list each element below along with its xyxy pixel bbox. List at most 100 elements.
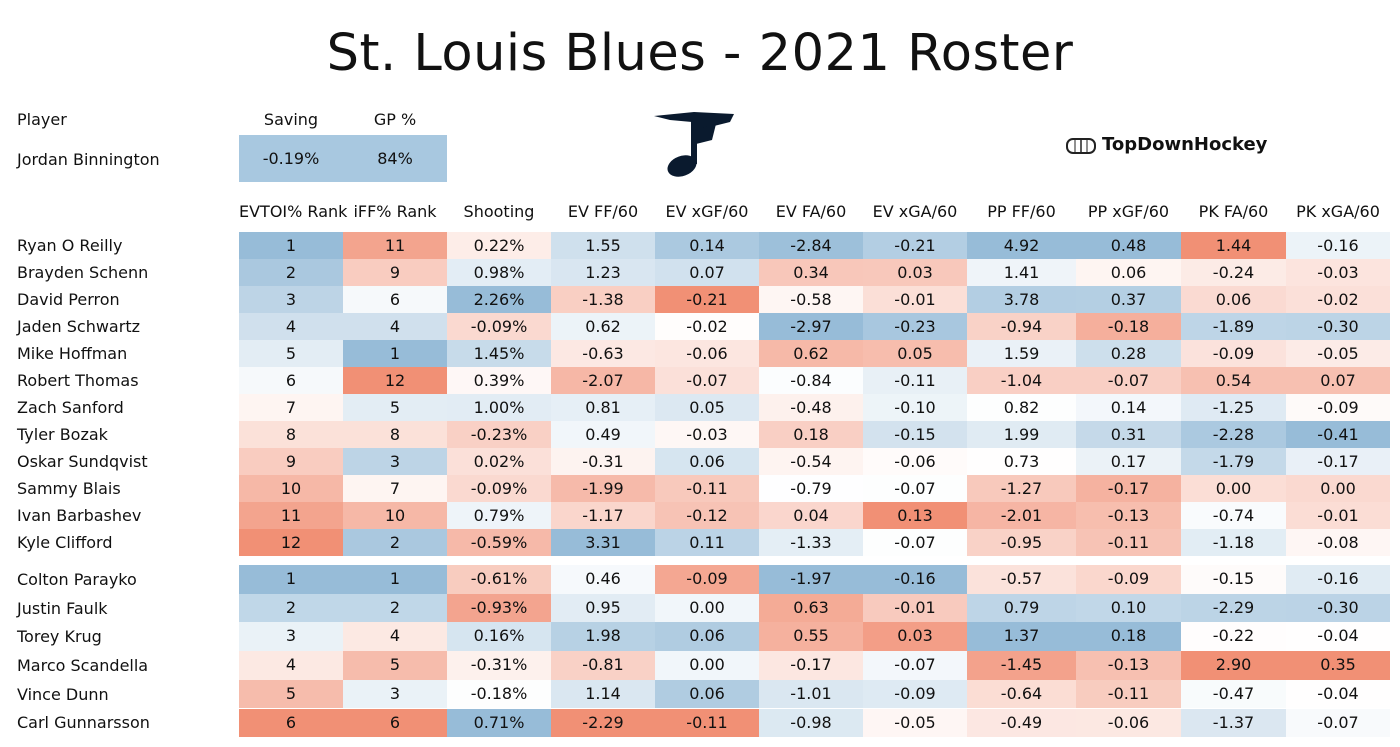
blues-note-logo — [654, 112, 734, 177]
table-cell: 6 — [239, 708, 343, 738]
table-cell: 0.46 — [551, 565, 655, 594]
table-cell: -1.27 — [967, 475, 1076, 502]
table-cell: -0.22 — [1181, 622, 1286, 652]
table-cell: 4 — [343, 622, 447, 652]
goalie-saving-cell: -0.19% — [239, 135, 343, 182]
table-cell: 1.00% — [447, 394, 551, 421]
column-header: EV FF/60 — [567, 202, 639, 221]
table-cell: 1.23 — [551, 259, 655, 286]
table-cell: 0.16% — [447, 622, 551, 652]
table-cell: 9 — [343, 259, 447, 286]
table-cell: -1.89 — [1181, 313, 1286, 340]
page-title: St. Louis Blues - 2021 Roster — [326, 24, 1074, 83]
column-header: PK FA/60 — [1198, 202, 1269, 221]
table-cell: -0.17 — [1286, 448, 1390, 475]
column-header: EV FA/60 — [775, 202, 847, 221]
table-cell: -0.06 — [655, 340, 759, 367]
table-cell: 5 — [343, 394, 447, 421]
brand-text: TopDownHockey — [1102, 134, 1268, 155]
table-cell: 1.59 — [967, 340, 1076, 367]
table-cell: -0.47 — [1181, 679, 1286, 709]
table-cell: 6 — [343, 708, 447, 738]
table-cell: -0.02 — [655, 313, 759, 340]
player-name: Vince Dunn — [17, 684, 109, 704]
column-header: EV xGA/60 — [872, 202, 958, 221]
table-cell: 0.98% — [447, 259, 551, 286]
table-cell: 1.41 — [967, 259, 1076, 286]
table-cell: 1.37 — [967, 622, 1076, 652]
player-name: Kyle Clifford — [17, 533, 113, 552]
table-cell: 5 — [239, 340, 343, 367]
table-cell: -0.95 — [967, 529, 1076, 556]
table-cell: 9 — [239, 448, 343, 475]
table-cell: 2 — [343, 593, 447, 623]
table-cell: -0.01 — [1286, 502, 1390, 529]
table-cell: 1.55 — [551, 232, 655, 259]
table-cell: 1 — [239, 565, 343, 594]
table-cell: 0.17 — [1076, 448, 1181, 475]
table-cell: -0.59% — [447, 529, 551, 556]
table-cell: 0.62 — [551, 313, 655, 340]
table-cell: -0.23 — [863, 313, 967, 340]
table-cell: -0.18% — [447, 679, 551, 709]
table-cell: 0.00 — [655, 651, 759, 680]
table-cell: 4.92 — [967, 232, 1076, 259]
table-cell: 2 — [239, 593, 343, 623]
table-cell: -0.06 — [863, 448, 967, 475]
player-name: Carl Gunnarsson — [17, 713, 150, 733]
table-cell: 4 — [343, 313, 447, 340]
table-cell: -0.03 — [655, 421, 759, 448]
table-cell: 0.79 — [967, 593, 1076, 623]
player-name: Mike Hoffman — [17, 344, 128, 363]
table-cell: -2.84 — [759, 232, 863, 259]
table-cell: 0.95 — [551, 593, 655, 623]
player-name: David Perron — [17, 290, 120, 309]
table-cell: -0.04 — [1286, 679, 1390, 709]
table-cell: 0.81 — [551, 394, 655, 421]
table-cell: -1.01 — [759, 679, 863, 709]
table-cell: -0.05 — [1286, 340, 1390, 367]
table-cell: 0.73 — [967, 448, 1076, 475]
table-cell: -0.63 — [551, 340, 655, 367]
table-cell: -0.24 — [1181, 259, 1286, 286]
table-cell: 0.06 — [1076, 259, 1181, 286]
player-name: Ivan Barbashev — [17, 506, 142, 525]
table-cell: -0.74 — [1181, 502, 1286, 529]
rink-icon — [1066, 138, 1096, 154]
table-cell: 0.07 — [1286, 367, 1390, 394]
table-cell: 0.63 — [759, 593, 863, 623]
table-cell: 10 — [239, 475, 343, 502]
table-cell: -0.30 — [1286, 313, 1390, 340]
table-cell: -1.18 — [1181, 529, 1286, 556]
table-cell: 0.37 — [1076, 286, 1181, 313]
table-cell: -0.04 — [1286, 622, 1390, 652]
table-cell: -0.17 — [759, 651, 863, 680]
table-cell: -0.13 — [1076, 502, 1181, 529]
table-cell: 3 — [239, 286, 343, 313]
table-cell: 0.82 — [967, 394, 1076, 421]
table-cell: -0.07 — [863, 651, 967, 680]
table-cell: -1.38 — [551, 286, 655, 313]
table-cell: 0.62 — [759, 340, 863, 367]
table-cell: -0.11 — [1076, 679, 1181, 709]
table-cell: 10 — [343, 502, 447, 529]
table-cell: -2.07 — [551, 367, 655, 394]
table-cell: 0.48 — [1076, 232, 1181, 259]
goalie-header-saving: Saving — [263, 110, 319, 129]
table-cell: -0.09 — [1181, 340, 1286, 367]
table-cell: 1.44 — [1181, 232, 1286, 259]
table-cell: 0.13 — [863, 502, 967, 529]
table-cell: -0.09 — [1076, 565, 1181, 594]
table-cell: -2.28 — [1181, 421, 1286, 448]
table-cell: -0.41 — [1286, 421, 1390, 448]
table-cell: -0.98 — [759, 708, 863, 738]
table-cell: 0.00 — [1286, 475, 1390, 502]
player-name: Colton Parayko — [17, 569, 137, 589]
table-cell: 0.03 — [863, 259, 967, 286]
table-cell: -0.01 — [863, 593, 967, 623]
table-cell: 6 — [239, 367, 343, 394]
table-cell: 1 — [343, 340, 447, 367]
player-name: Torey Krug — [17, 627, 102, 647]
table-cell: -0.84 — [759, 367, 863, 394]
table-cell: -0.09 — [655, 565, 759, 594]
